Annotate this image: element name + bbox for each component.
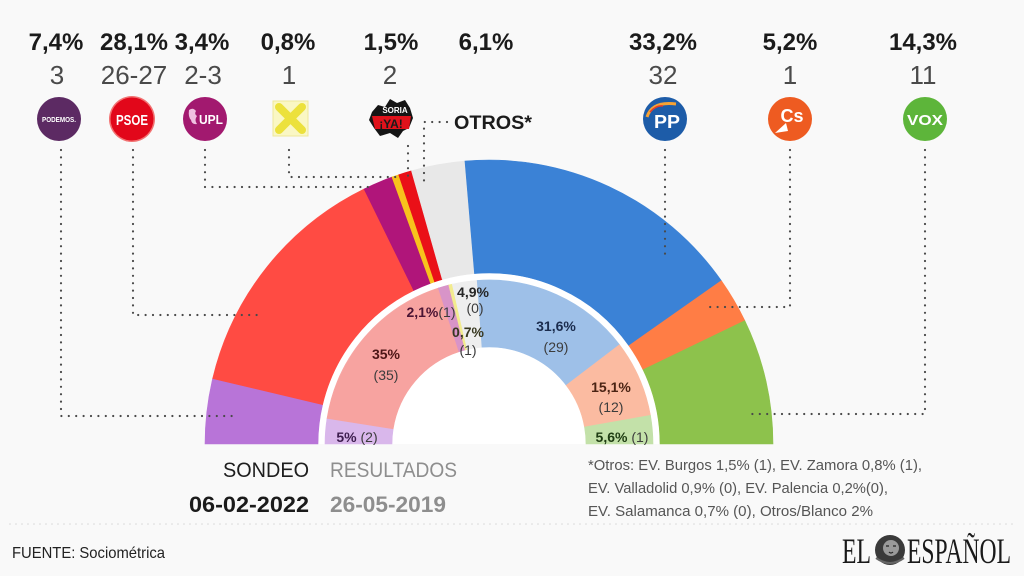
pp-logo-icon: PP — [643, 97, 687, 141]
pct-pp: 33,2% — [629, 29, 697, 56]
cs-logo-text: Cs — [780, 106, 803, 126]
inner-label-cs-pct: 15,1% — [591, 379, 631, 395]
cs-logo-icon: Cs — [768, 97, 812, 141]
pct-podemos: 7,4% — [29, 29, 84, 56]
seats-cs: 1 — [783, 60, 797, 90]
vox-logo-icon: VOX — [903, 97, 947, 141]
podemos-logo-icon: PODEMOS. — [37, 97, 81, 141]
upl-logo-text: UPL — [199, 112, 223, 127]
leader-line-otros — [422, 120, 449, 187]
psoe-logo-icon: PSOE — [109, 96, 155, 142]
pct-xav: 0,8% — [261, 29, 316, 56]
otros-label: OTROS* — [454, 113, 533, 134]
inner-label-vox-seats: (1) — [631, 429, 648, 445]
source-credit: FUENTE: Sociométrica — [12, 545, 165, 562]
pct-upl: 3,4% — [175, 29, 230, 56]
header-seats: 3 26-27 2-3 1 2 32 1 11 — [50, 60, 937, 90]
soria-ya-logo-text: SORIA — [382, 106, 408, 115]
inner-label-upl: 2,1%(1) — [406, 304, 455, 320]
footnote-line-1: *Otros: EV. Burgos 1,5% (1), EV. Zamora … — [588, 458, 922, 474]
upl-logo-icon: UPL — [183, 97, 227, 141]
inner-label-cs-seats: (12) — [599, 399, 624, 415]
leader-line-upl — [203, 148, 370, 189]
pct-otros: 6,1% — [459, 29, 514, 56]
footnote-line-3: EV. Salamanca 0,7% (0), Otros/Blanco 2% — [588, 504, 873, 520]
brand-right-text: ESPAÑOL — [907, 531, 1011, 571]
leader-line-vox — [745, 148, 927, 416]
vox-logo-text: VOX — [907, 112, 943, 129]
seats-upl: 2-3 — [184, 60, 222, 90]
el-espanol-logo: EL ESPAÑOL — [842, 531, 1011, 571]
inner-label-otros-seats: (0) — [466, 300, 483, 316]
leader-line-psoe — [131, 148, 264, 317]
pp-logo-text: PP — [654, 112, 680, 132]
soria-ya-logo-text-2: ¡YA! — [379, 117, 403, 131]
inner-label-xav-pct: 0,7% — [452, 324, 484, 340]
legend-resultados-label: RESULTADOS — [330, 459, 457, 482]
inner-label-podemos-pct: 5% — [336, 429, 357, 445]
lion-icon — [875, 535, 905, 565]
footnote-line-2: EV. Valladolid 0,9% (0), EV. Palencia 0,… — [588, 481, 888, 497]
inner-hole — [392, 347, 586, 444]
inner-ring-labels: 5% (2) 35% (35) 2,1%(1) 0,7% (1) 4,9% (0… — [336, 284, 648, 445]
pct-soria-ya: 1,5% — [364, 29, 419, 56]
pct-vox: 14,3% — [889, 29, 957, 56]
seats-vox: 11 — [910, 60, 937, 90]
seats-soria-ya: 2 — [383, 60, 397, 90]
legend-resultados-date: 26-05-2019 — [330, 492, 446, 517]
inner-label-pp-pct: 31,6% — [536, 318, 576, 334]
inner-label-upl-pct: 2,1% — [406, 304, 438, 320]
inner-label-podemos: 5% (2) — [336, 429, 377, 445]
xav-logo-icon — [272, 100, 309, 137]
pct-psoe: 28,1% — [100, 29, 168, 56]
sondeo-segment-vox — [642, 320, 774, 445]
legend: SONDEO RESULTADOS 06-02-2022 26-05-2019 — [189, 459, 457, 517]
sondeo-segment-pp — [464, 159, 722, 347]
legend-sondeo-label: SONDEO — [223, 459, 309, 482]
leader-line-cs — [708, 148, 792, 309]
seats-pp: 32 — [649, 60, 678, 90]
seats-psoe: 26-27 — [101, 60, 168, 90]
legend-sondeo-date: 06-02-2022 — [189, 492, 309, 517]
inner-label-vox-pct: 5,6% — [596, 429, 628, 445]
psoe-logo-text: PSOE — [116, 112, 148, 129]
hemicycle-rings — [204, 159, 774, 445]
inner-label-psoe-pct: 35% — [372, 346, 401, 362]
seats-podemos: 3 — [50, 60, 64, 90]
inner-label-upl-seats: (1) — [438, 304, 455, 320]
inner-label-vox: 5,6% (1) — [596, 429, 649, 445]
podemos-logo-text: PODEMOS. — [42, 115, 76, 124]
inner-label-psoe-seats: (35) — [374, 367, 399, 383]
pct-cs: 5,2% — [763, 29, 818, 56]
soria-ya-logo-icon: SORIA ¡YA! — [369, 99, 413, 138]
inner-label-pp-seats: (29) — [544, 339, 569, 355]
resultados-segment-vox — [584, 414, 654, 445]
brand-left-text: EL — [842, 531, 871, 571]
seats-xav: 1 — [282, 60, 296, 90]
inner-label-xav-seats: (1) — [459, 342, 476, 358]
inner-label-otros-pct: 4,9% — [457, 284, 489, 300]
footnote: *Otros: EV. Burgos 1,5% (1), EV. Zamora … — [588, 458, 922, 520]
inner-label-podemos-seats: (2) — [361, 429, 378, 445]
leader-line-podemos — [59, 148, 234, 418]
header-percentages: 7,4% 28,1% 3,4% 0,8% 1,5% 6,1% 33,2% 5,2… — [29, 29, 957, 56]
leader-lines — [59, 120, 927, 418]
